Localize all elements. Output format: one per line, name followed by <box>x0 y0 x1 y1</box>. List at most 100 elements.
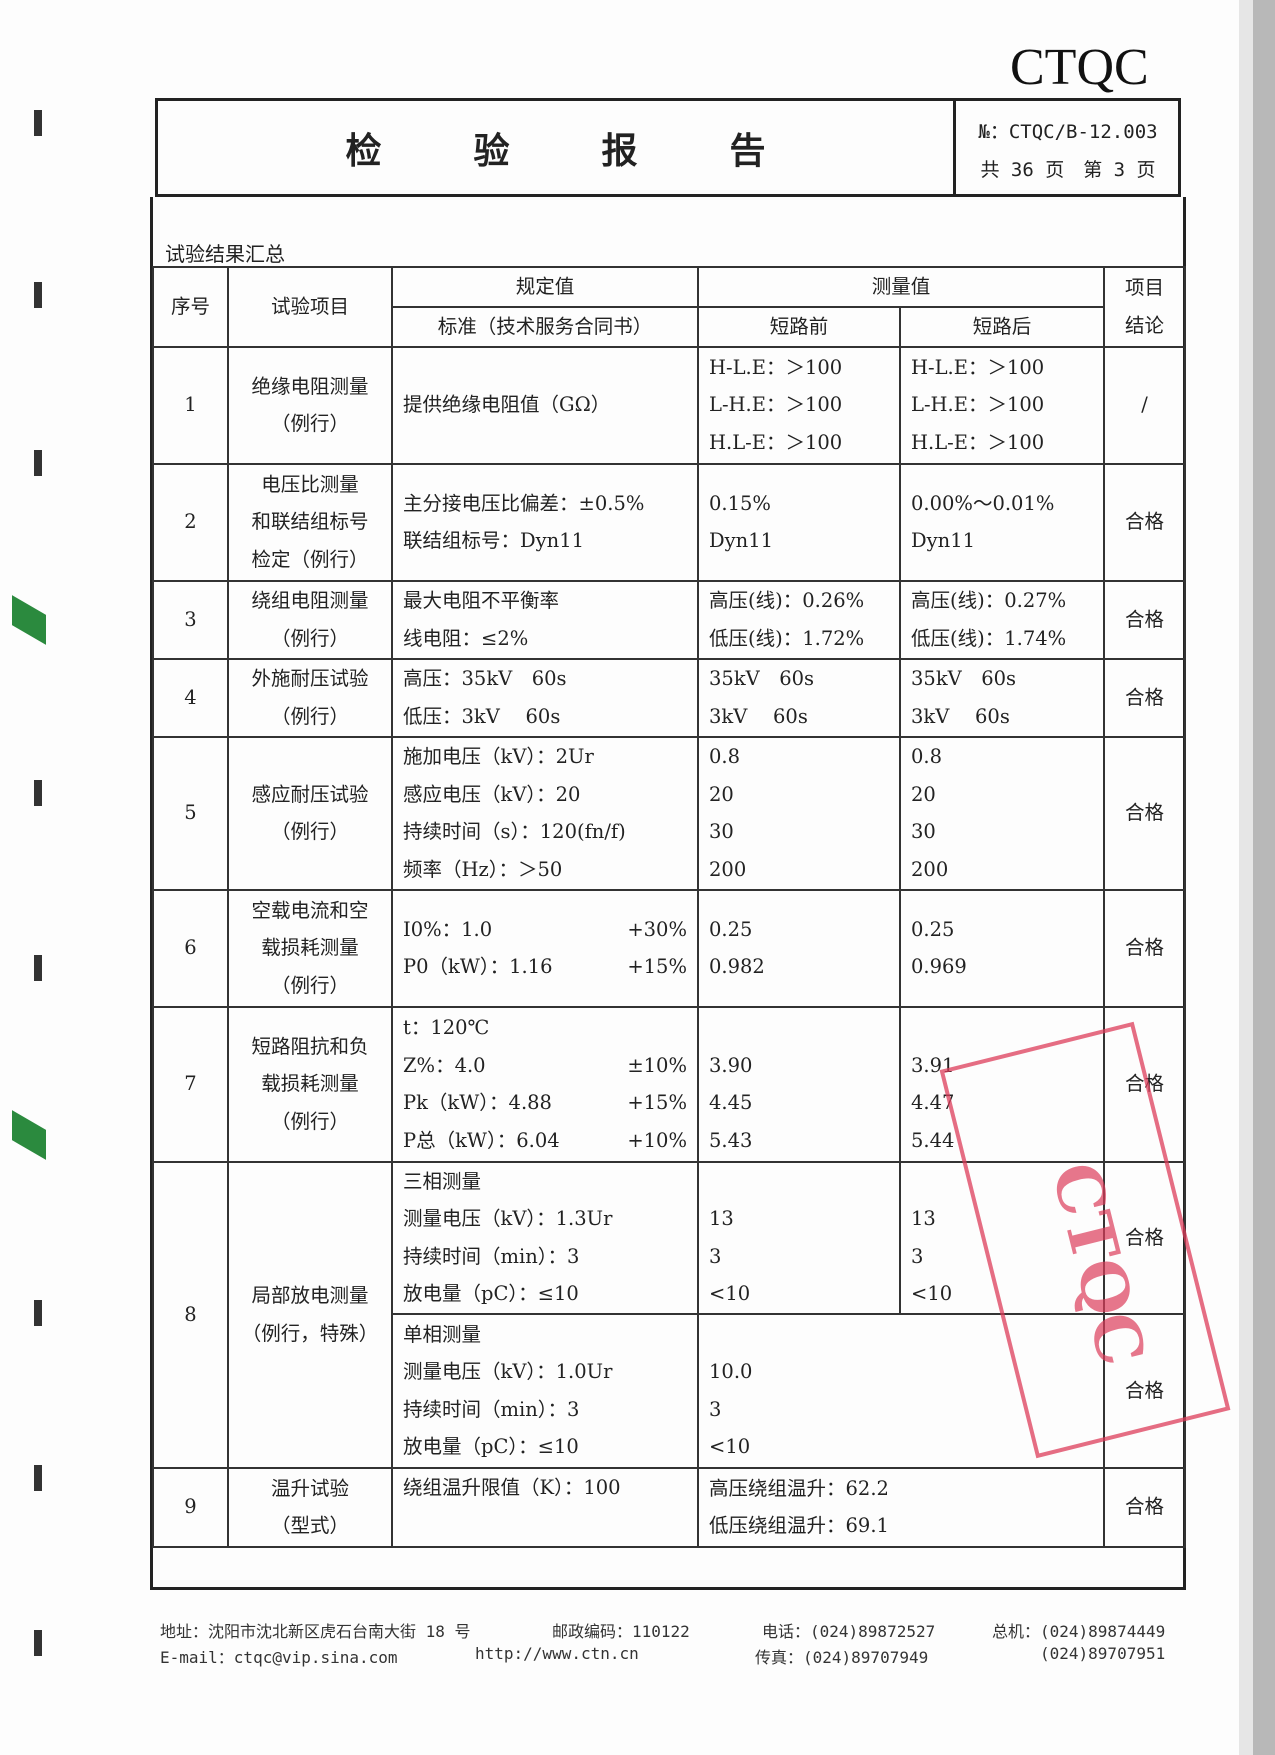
switchboard-2: (024)89707951 <box>1040 1644 1166 1663</box>
after-line: 低压(线)：1.74% <box>911 626 1067 650</box>
before-cell: 13 3 <10 <box>697 1160 901 1315</box>
stamp-text: CTQC <box>1036 1155 1159 1373</box>
measured-line: 10.0 <box>709 1360 753 1383</box>
test-item-line: 短路阻抗和负 <box>251 1034 369 1058</box>
after-cell: 35kV 60s 3kV 60s <box>898 657 1106 738</box>
page-edge <box>1239 0 1253 1755</box>
after-cell: H-L.E：＞100 L-H.E：＞100 H.L-E：＞100 <box>898 345 1106 465</box>
spec-text: 提供绝缘电阻值（GΩ） <box>403 393 611 417</box>
conclusion-text: 合格 <box>1125 1072 1165 1096</box>
spec-line: 测量电压（kV）：1.3Ur <box>403 1207 613 1230</box>
row-number: 8 <box>152 1160 229 1469</box>
spec-cell: 提供绝缘电阻值（GΩ） <box>391 345 699 465</box>
title-char: 验 <box>473 130 510 172</box>
binding-hole <box>34 282 42 308</box>
conclusion-text: / <box>1141 393 1148 417</box>
after-line: 200 <box>911 857 949 881</box>
before-cell: H-L.E：＞100 L-H.E：＞100 H.L-E：＞100 <box>697 345 901 465</box>
spec-text: Pk（kW）：4.88 <box>403 1091 552 1114</box>
title-char: 报 <box>601 130 638 172</box>
measured-line: 高压绕组温升：62.2 <box>709 1476 889 1500</box>
spec-tolerance: +30% <box>627 917 687 941</box>
binding-tab <box>12 595 46 645</box>
conclusion-cell: 合格 <box>1103 657 1187 738</box>
spec-tolerance: +10% <box>627 1128 687 1152</box>
test-item: 局部放电测量 （例行，特殊） <box>227 1160 393 1469</box>
before-line: 低压(线)：1.72% <box>709 626 865 650</box>
before-cell: 0.8 20 30 200 <box>697 735 901 891</box>
test-item-line: （例行） <box>270 1109 349 1133</box>
test-item-line: 载损耗测量 <box>261 1072 359 1096</box>
conclusion-cell: 合格 <box>1103 735 1187 891</box>
spec-text: 线电阻：≤2% <box>403 626 529 650</box>
test-item: 短路阻抗和负 载损耗测量 （例行） <box>227 1005 393 1163</box>
before-cell: 3.90 4.45 5.43 <box>697 1005 901 1163</box>
test-item-line: 检定（例行） <box>251 547 369 571</box>
after-line: 35kV 60s <box>911 667 1017 690</box>
after-line: 3kV 60s <box>911 704 1010 728</box>
spec-line: 高压：35kV 60s <box>403 660 687 698</box>
spec-tolerance: +15% <box>627 955 687 978</box>
test-item-line: 载损耗测量 <box>261 936 359 960</box>
switchboard: 总机：(024)89874449 <box>992 1622 1166 1641</box>
after-cell: 0.00%～0.01% Dyn11 <box>898 462 1106 582</box>
row-number-text: 7 <box>184 1072 197 1096</box>
measured-line: <10 <box>709 1435 751 1458</box>
conclusion-text: 合格 <box>1125 685 1165 709</box>
binding-hole <box>34 955 42 981</box>
test-item-line: 感应耐压试验 <box>251 782 369 806</box>
test-item-line: （例行） <box>270 820 349 843</box>
col-measured: 测量值 <box>696 266 1106 308</box>
test-item-line: 空载电流和空 <box>251 898 369 922</box>
before-line: 13 <box>709 1207 734 1230</box>
before-cell: 0.15% Dyn11 <box>697 462 901 582</box>
spec-tolerance: ±10% <box>627 1053 687 1077</box>
conclusion-cell: 合格 <box>1103 579 1187 660</box>
table-row: 1 绝缘电阻测量 （例行） 提供绝缘电阻值（GΩ） H-L.E：＞100 L-H.E：＞1… <box>152 345 1187 465</box>
before-cell: 高压(线)：0.26% 低压(线)：1.72% <box>697 579 901 660</box>
row-number: 5 <box>152 735 229 891</box>
test-item-line: 局部放电测量 <box>251 1284 369 1307</box>
after-line: 0.8 <box>911 745 943 768</box>
test-item: 温升试验 （型式） <box>227 1466 393 1548</box>
before-line <box>709 1009 889 1047</box>
report-header: 检 验 报 告 №：CTQC/B-12.003 共 36 页 第 3 页 <box>155 98 1181 197</box>
conclusion-text: 合格 <box>1125 1225 1165 1249</box>
fax: 传真：(024)89707949 <box>755 1648 929 1667</box>
before-line: H.L-E：＞100 <box>709 430 843 454</box>
conclusion-cell: / <box>1103 345 1187 465</box>
conclusion-cell: 合格 <box>1103 1005 1187 1163</box>
row-number: 1 <box>152 345 229 465</box>
spec-line: 感应电压（kV）：20 <box>403 776 687 814</box>
col-after: 短路后 <box>898 305 1106 348</box>
after-line: 高压(线)：0.27% <box>911 589 1067 612</box>
col-spec: 规定值 <box>391 266 699 308</box>
row-number: 6 <box>152 888 229 1008</box>
col-item: 试验项目 <box>227 266 393 348</box>
spec-cell: I0%：1.0 +30% P0（kW）：1.16 +15% <box>391 888 699 1008</box>
after-line: 4.47 <box>911 1091 955 1114</box>
spec-cell: 高压：35kV 60s 低压：3kV 60s <box>391 657 699 738</box>
spec-cell: 主分接电压比偏差：±0.5% 联结组标号：Dyn11 <box>391 462 699 582</box>
spec-line: 低压：3kV 60s <box>403 698 687 736</box>
before-line: 0.982 <box>709 955 765 978</box>
binding-hole <box>34 780 42 806</box>
after-line: L-H.E：＞100 <box>911 393 1045 417</box>
measured-cell: 10.0 3 <10 <box>696 1312 1106 1469</box>
email: E-mail：ctqc@vip.sina.com <box>160 1648 398 1667</box>
after-line: H.L-E：＞100 <box>911 430 1045 454</box>
table-row: 8 局部放电测量 （例行，特殊） 三相测量 测量电压（kV）：1.3Ur 持续时间（min… <box>152 1160 1187 1469</box>
spec-cell: 三相测量 测量电压（kV）：1.3Ur 持续时间（min）：3 放电量（pC）：≤10 <box>391 1160 699 1315</box>
test-item-line: 温升试验 <box>270 1476 349 1500</box>
table-row: 9 温升试验 （型式） 绕组温升限值（K）：100 高压绕组温升：62.2 低压绕组温升：… <box>152 1466 1187 1548</box>
col-spec-sub: 标准（技术服务合同书） <box>391 305 699 348</box>
after-cell: 3.91 4.47 5.44 <box>898 1005 1106 1163</box>
conclusion-text: 合格 <box>1125 801 1165 825</box>
row-number-text: 9 <box>184 1495 197 1519</box>
test-item-line: （型式） <box>270 1514 349 1537</box>
spec-text: 施加电压（kV）：2Ur <box>403 745 594 768</box>
spec-line: 持续时间（min）：3 <box>403 1397 580 1421</box>
test-item-line: （例行） <box>270 973 349 997</box>
spec-line: P0（kW）：1.16 +15% <box>403 948 687 986</box>
conclusion-cell: 合格 <box>1103 1160 1187 1315</box>
